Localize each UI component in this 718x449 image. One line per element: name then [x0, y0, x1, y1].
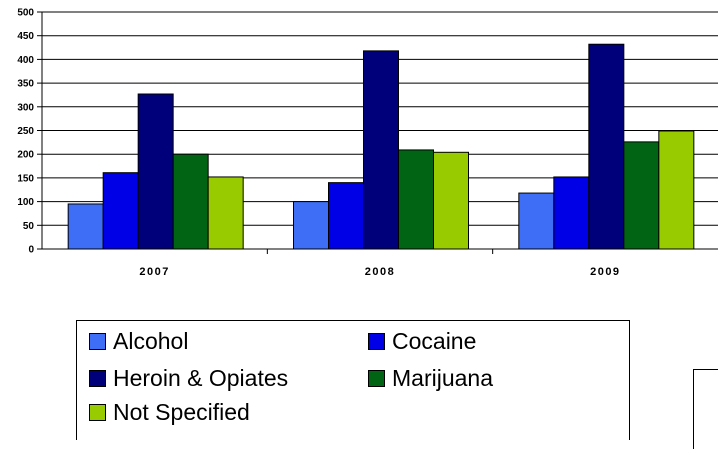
legend: Alcohol Cocaine Heroin & Opiates Marijua… — [76, 320, 630, 440]
legend-item-alcohol: Alcohol — [89, 327, 188, 355]
legend-label-alcohol: Alcohol — [113, 327, 189, 354]
legend-swatch-not-specified — [89, 403, 106, 421]
bar-heroin-opiates-2007 — [137, 93, 174, 250]
x-axis-category-labels: 2007 2008 2009 — [139, 266, 620, 278]
x-category-label: 2008 — [365, 266, 395, 278]
bar-not-specified-2007 — [207, 176, 244, 250]
bar-alcohol-2009 — [518, 192, 555, 250]
bar-alcohol-2007 — [67, 203, 104, 250]
bar-marijuana-2009 — [623, 141, 660, 250]
legend-item-not-specified: Not Specified — [89, 398, 250, 426]
y-tick-label: 150 — [17, 173, 34, 184]
bar-heroin-opiates-2008 — [363, 50, 399, 250]
y-axis-tick-labels: 0 50 100 150 200 250 300 350 400 450 500 — [17, 8, 34, 256]
y-tick-label: 250 — [17, 126, 34, 137]
bar-heroin-opiates-2009 — [588, 43, 625, 250]
x-category-label: 2009 — [590, 266, 620, 278]
bars — [67, 43, 695, 250]
y-tick-label: 400 — [17, 55, 34, 66]
legend-label-heroin-opiates: Heroin & Opiates — [113, 364, 289, 391]
y-tick-label: 500 — [17, 8, 34, 19]
legend-swatch-alcohol — [89, 332, 106, 350]
axes — [37, 11, 718, 254]
y-tick-label: 350 — [17, 79, 34, 90]
bar-alcohol-2008 — [293, 201, 329, 250]
bar-not-specified-2009 — [658, 130, 695, 250]
bar-marijuana-2007 — [172, 153, 209, 250]
y-tick-label: 50 — [23, 221, 35, 232]
bar-cocaine-2009 — [553, 176, 590, 250]
legend-label-cocaine: Cocaine — [392, 327, 477, 354]
bar-not-specified-2008 — [433, 151, 469, 250]
legend-label-marijuana: Marijuana — [392, 364, 493, 391]
y-tick-label: 0 — [28, 245, 34, 256]
bar-marijuana-2008 — [398, 149, 434, 250]
y-tick-label: 300 — [17, 102, 34, 113]
bar-cocaine-2008 — [328, 182, 364, 250]
legend-label-not-specified: Not Specified — [113, 398, 250, 425]
y-tick-label: 200 — [17, 150, 34, 161]
legend-item-cocaine: Cocaine — [368, 327, 476, 355]
corner-frame — [693, 369, 718, 449]
y-tick-label: 450 — [17, 31, 34, 42]
legend-swatch-marijuana — [368, 369, 385, 387]
y-tick-label: 100 — [17, 197, 34, 208]
x-category-label: 2007 — [139, 266, 169, 278]
legend-item-heroin-opiates: Heroin & Opiates — [89, 364, 288, 392]
legend-swatch-heroin-opiates — [89, 369, 106, 387]
legend-item-marijuana: Marijuana — [368, 364, 493, 392]
legend-swatch-cocaine — [368, 332, 385, 350]
bar-cocaine-2007 — [102, 172, 139, 250]
